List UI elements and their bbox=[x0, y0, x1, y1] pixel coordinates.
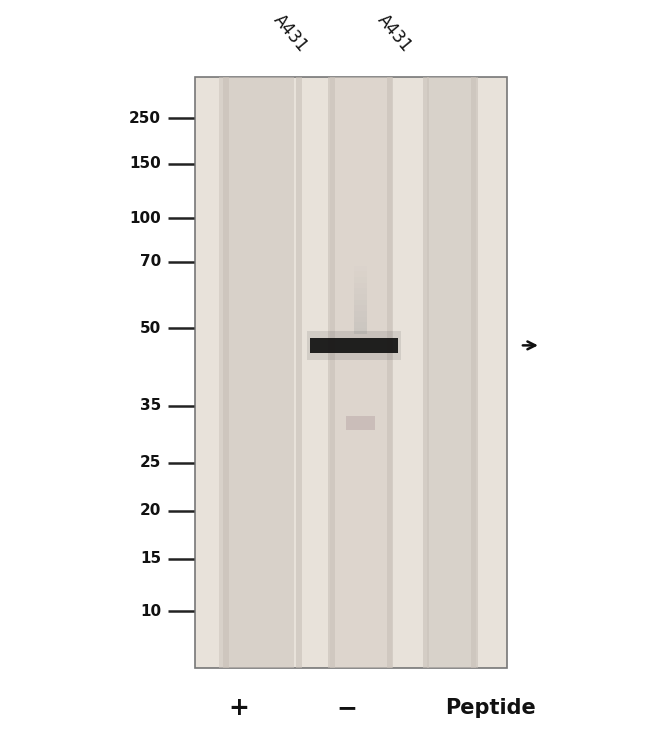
Bar bbox=[330, 77, 391, 668]
Text: 150: 150 bbox=[129, 156, 161, 171]
Text: 70: 70 bbox=[140, 255, 161, 269]
Bar bbox=[354, 317, 367, 323]
Bar bbox=[195, 77, 507, 668]
Bar bbox=[428, 77, 476, 668]
Bar bbox=[346, 416, 376, 430]
Bar bbox=[296, 77, 302, 668]
Bar bbox=[354, 306, 367, 311]
Bar bbox=[311, 338, 398, 353]
Text: −: − bbox=[336, 697, 357, 720]
Bar bbox=[354, 272, 367, 277]
Bar bbox=[220, 77, 294, 668]
Bar bbox=[354, 277, 367, 283]
Text: Peptide: Peptide bbox=[445, 698, 536, 719]
Bar bbox=[307, 331, 402, 360]
Bar bbox=[354, 266, 367, 272]
Text: 50: 50 bbox=[140, 321, 161, 336]
Text: 100: 100 bbox=[129, 211, 161, 226]
Bar bbox=[354, 300, 367, 306]
Bar bbox=[422, 77, 429, 668]
Bar bbox=[223, 77, 229, 668]
Bar bbox=[354, 328, 367, 334]
Bar bbox=[387, 77, 393, 668]
Text: A431: A431 bbox=[374, 11, 415, 55]
Bar bbox=[354, 294, 367, 300]
Text: 15: 15 bbox=[140, 551, 161, 566]
Bar bbox=[354, 283, 367, 289]
Text: 250: 250 bbox=[129, 111, 161, 125]
Bar bbox=[354, 289, 367, 294]
Text: 10: 10 bbox=[140, 604, 161, 618]
Bar bbox=[328, 77, 335, 668]
Text: A431: A431 bbox=[270, 11, 311, 55]
Text: +: + bbox=[229, 697, 250, 720]
Bar bbox=[354, 323, 367, 328]
Bar bbox=[471, 77, 478, 668]
Text: 25: 25 bbox=[140, 455, 161, 470]
Text: 35: 35 bbox=[140, 399, 161, 413]
Bar bbox=[354, 311, 367, 317]
Text: 20: 20 bbox=[140, 503, 161, 518]
